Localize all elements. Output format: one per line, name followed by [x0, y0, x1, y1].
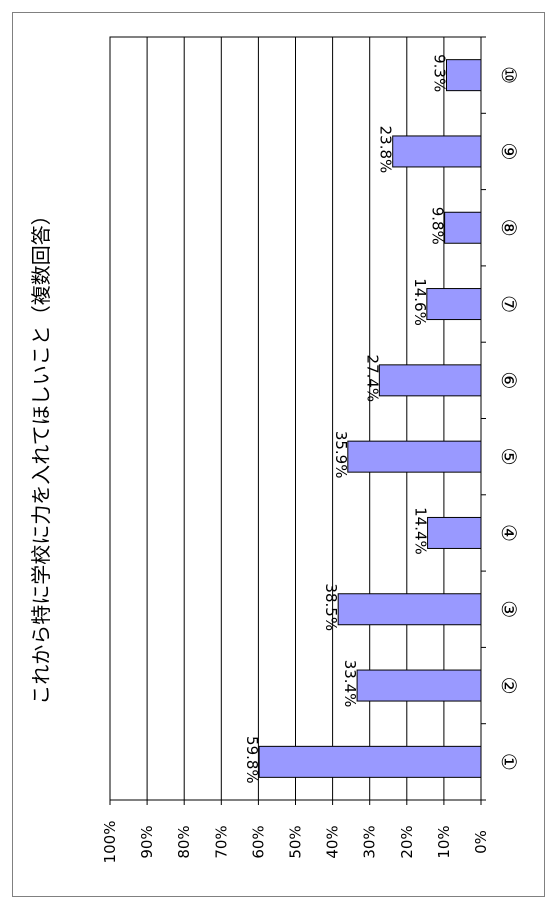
category-label: ⑦ [497, 295, 521, 313]
tick-label: 10% [435, 825, 453, 858]
category-label: ⑤ [497, 448, 521, 466]
bar [378, 364, 482, 397]
axis-ticks: 0% 10% 20% 30% 40% 50% 60% 70% 80% 90% 100% [101, 821, 490, 864]
bar [445, 59, 482, 92]
category-label: ① [497, 753, 521, 771]
bar [337, 593, 482, 626]
data-label: 23.8% [377, 126, 395, 174]
bar [426, 288, 482, 321]
tick-label: 70% [212, 825, 230, 858]
tick-label: 60% [249, 825, 267, 858]
bars [258, 59, 482, 778]
data-label: 14.6% [411, 278, 429, 326]
data-label: 35.9% [332, 431, 350, 479]
data-label: 14.4% [412, 507, 430, 555]
tick-label: 0% [472, 830, 490, 854]
category-label: ④ [497, 524, 521, 542]
data-label: 27.4% [363, 355, 381, 403]
data-label: 38.5% [322, 583, 340, 631]
category-label: ⑨ [497, 142, 521, 160]
chart-title: これから特に学校に力を入れてほしいこと（複数回答） [29, 205, 53, 704]
category-label: ⑧ [497, 219, 521, 237]
tick-label: 20% [398, 825, 416, 858]
bar [356, 669, 482, 702]
tick-label: 80% [175, 825, 193, 858]
tick-label: 50% [287, 825, 305, 858]
bar [258, 745, 482, 778]
bar [347, 440, 482, 473]
data-label: 9.8% [429, 207, 447, 245]
bar [427, 516, 482, 549]
data-label: 33.4% [341, 660, 359, 708]
data-label: 9.3% [430, 54, 448, 92]
category-label: ② [497, 677, 521, 695]
tick-label: 100% [101, 821, 119, 864]
tick-label: 40% [324, 825, 342, 858]
tick-label: 30% [361, 825, 379, 858]
bar [392, 135, 482, 168]
data-labels: 59.8% 33.4% 38.5% 14.4% 35.9% 27.4% 14.6% 9.8% 2… [243, 54, 448, 784]
category-label: ⑩ [497, 66, 521, 84]
data-label: 59.8% [243, 736, 261, 784]
bar [444, 211, 482, 244]
category-label: ③ [497, 600, 521, 618]
category-labels: ① ② ③ ④ ⑤ ⑥ ⑦ ⑧ ⑨ ⑩ [497, 66, 521, 771]
tick-label: 90% [138, 825, 156, 858]
category-label: ⑥ [497, 371, 521, 389]
